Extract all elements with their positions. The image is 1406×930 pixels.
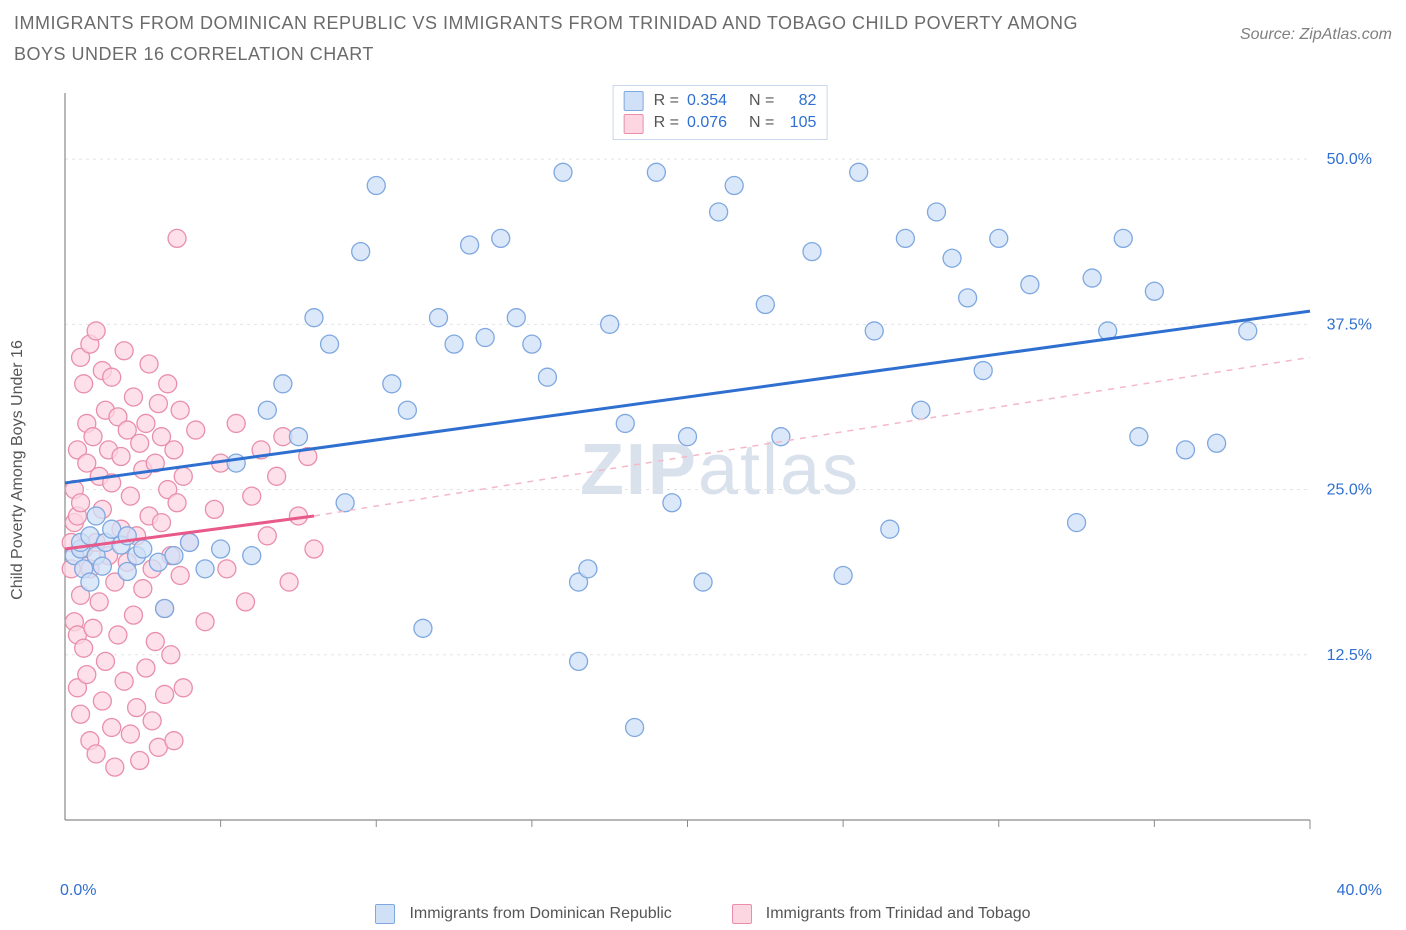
legend-item: Immigrants from Dominican Republic [375,904,671,924]
n-label: N = [749,112,774,134]
r-value: 0.354 [687,90,727,112]
legend-swatch [624,91,644,111]
svg-text:25.0%: 25.0% [1327,482,1372,499]
legend-series: Immigrants from Dominican Republic Immig… [0,904,1406,924]
x-tick-label: 40.0% [1337,882,1382,900]
svg-text:37.5%: 37.5% [1327,316,1372,333]
legend-swatch [732,904,752,924]
chart-area: ZIPatlas 12.5%25.0%37.5%50.0% R = 0.354 … [60,85,1380,855]
legend-swatch [375,904,395,924]
chart-header: IMMIGRANTS FROM DOMINICAN REPUBLIC VS IM… [14,8,1392,78]
legend-stats-row: R = 0.076 N = 105 [624,112,817,134]
legend-swatch [624,114,644,134]
n-value: 105 [782,112,816,134]
y-axis-label: Child Poverty Among Boys Under 16 [9,340,27,600]
r-label: R = [654,90,679,112]
svg-text:50.0%: 50.0% [1327,151,1372,168]
legend-label: Immigrants from Trinidad and Tobago [766,905,1031,923]
n-value: 82 [782,90,816,112]
svg-text:12.5%: 12.5% [1327,647,1372,664]
r-label: R = [654,112,679,134]
r-value: 0.076 [687,112,727,134]
scatter-plot: 12.5% 25.0% 37.5% 50.0% [60,85,1380,855]
chart-title: IMMIGRANTS FROM DOMINICAN REPUBLIC VS IM… [14,8,1114,69]
x-tick-label: 0.0% [60,882,96,900]
legend-label: Immigrants from Dominican Republic [409,905,671,923]
n-label: N = [749,90,774,112]
legend-item: Immigrants from Trinidad and Tobago [732,904,1031,924]
legend-stats-row: R = 0.354 N = 82 [624,90,817,112]
chart-source: Source: ZipAtlas.com [1240,26,1392,44]
legend-stats-box: R = 0.354 N = 82 R = 0.076 N = 105 [613,85,828,140]
